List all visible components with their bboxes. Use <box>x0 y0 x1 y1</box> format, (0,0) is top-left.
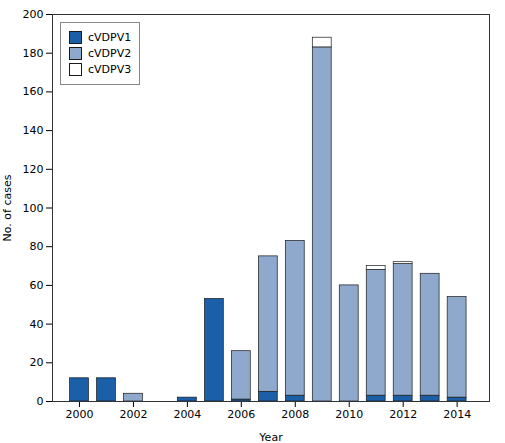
svg-text:160: 160 <box>23 85 44 98</box>
svg-text:120: 120 <box>23 163 44 176</box>
svg-text:2000: 2000 <box>65 408 93 421</box>
svg-text:2002: 2002 <box>119 408 147 421</box>
svg-text:2012: 2012 <box>389 408 417 421</box>
svg-text:2006: 2006 <box>227 408 255 421</box>
svg-text:80: 80 <box>30 240 44 253</box>
svg-text:20: 20 <box>30 356 44 369</box>
svg-text:60: 60 <box>30 279 44 292</box>
svg-text:2010: 2010 <box>335 408 363 421</box>
svg-text:2014: 2014 <box>443 408 471 421</box>
svg-text:100: 100 <box>23 202 44 215</box>
svg-text:200: 200 <box>23 8 44 21</box>
html-text:cVDPV1: cVDPV1 <box>88 31 132 44</box>
svg-text:Year: Year <box>258 431 283 443</box>
svg-text:40: 40 <box>30 318 44 331</box>
svg-text:0: 0 <box>37 395 44 408</box>
svg-text:No. of cases: No. of cases <box>1 174 14 241</box>
svg-text:2008: 2008 <box>281 408 309 421</box>
html-text:cVDPV3: cVDPV3 <box>88 63 132 76</box>
svg-text:140: 140 <box>23 124 44 137</box>
svg-text:2004: 2004 <box>173 408 201 421</box>
html-text:cVDPV2: cVDPV2 <box>88 47 132 60</box>
svg-text:180: 180 <box>23 47 44 60</box>
